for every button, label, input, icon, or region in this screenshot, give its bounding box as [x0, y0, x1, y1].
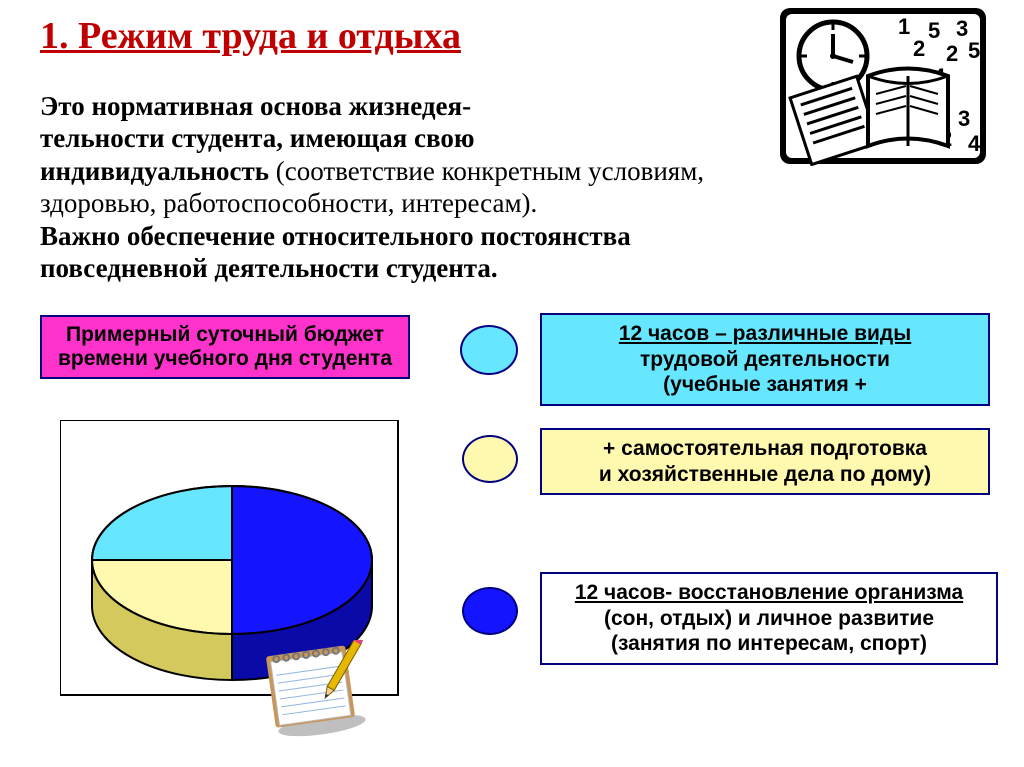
svg-text:1: 1	[898, 14, 910, 39]
intro-line3a: индивидуальность	[40, 156, 269, 186]
legend-dot-blue	[462, 587, 518, 635]
intro-line2: тельности студента, имеющая свою	[40, 123, 475, 153]
legend3-line2a: (сон, отдых)	[604, 607, 738, 630]
legend-box-work: 12 часов – различные виды трудовой деяте…	[540, 313, 990, 406]
legend1-line1: 12 часов – различные виды	[619, 322, 911, 345]
svg-text:2: 2	[913, 36, 925, 61]
legend3-line1: 12 часов- восстановление организма	[575, 581, 963, 604]
svg-text:5: 5	[928, 18, 940, 43]
intro-line4: здоровью, работоспособности, интересам).	[40, 188, 537, 218]
legend-dot-yellow	[462, 435, 518, 483]
notepad-icon	[255, 640, 375, 740]
intro-paragraph: Это нормативная основа жизнедея- тельнос…	[40, 90, 980, 284]
budget-label-box: Примерный суточный бюджет времени учебно…	[40, 315, 410, 379]
legend-box-selfstudy: + самостоятельная подготовка и хозяйстве…	[540, 428, 990, 495]
page-title: 1. Режим труда и отдыха	[40, 14, 461, 58]
legend2-line1: + самостоятельная подготовка	[603, 437, 927, 460]
legend1-line2: трудовой деятельности	[640, 348, 890, 371]
legend-dot-cyan	[460, 325, 518, 375]
intro-line5: Важно обеспечение относительного постоян…	[40, 221, 631, 251]
legend1-line3: (учебные занятия +	[663, 373, 867, 396]
intro-line6: повседневной деятельности студента.	[40, 253, 498, 283]
svg-text:3: 3	[956, 16, 968, 41]
svg-text:5: 5	[968, 38, 980, 63]
svg-text:2: 2	[946, 41, 958, 66]
legend2-line2: и хозяйственные дела по дому)	[599, 463, 931, 486]
legend3-line3: (занятия по интересам, спорт)	[611, 632, 927, 655]
legend-box-rest: 12 часов- восстановление организма (сон,…	[540, 572, 998, 665]
intro-line1: Это нормативная основа жизнедея-	[40, 91, 471, 121]
intro-line3b: (соответствие конкретным условиям,	[269, 156, 704, 186]
legend3-line2b: и личное развитие	[738, 607, 934, 630]
